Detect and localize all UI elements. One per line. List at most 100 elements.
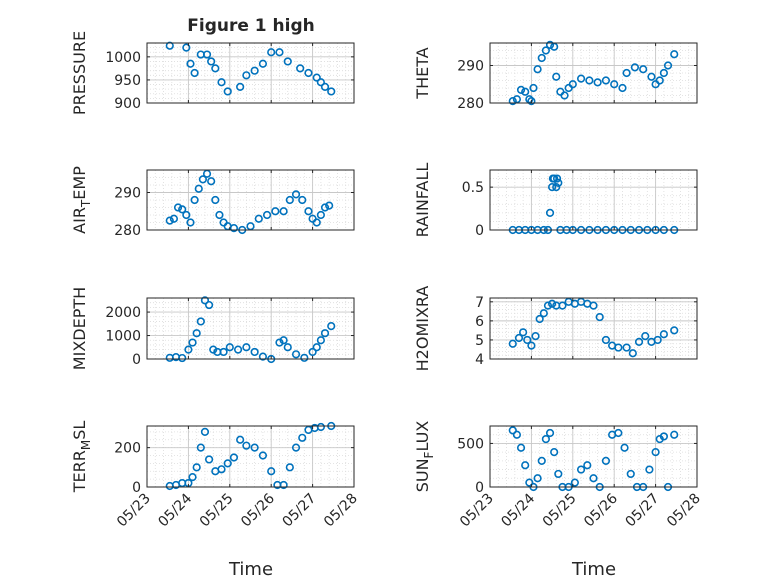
data-point [190,68,199,78]
data-point [521,461,530,470]
data-point [182,210,191,220]
data-point [508,339,517,348]
data-point [304,207,313,216]
data-point [190,195,199,205]
y-tick-label: 950 [114,73,141,89]
data-point [556,87,565,96]
y-tick-label: 200 [114,441,141,457]
data-point [250,66,259,75]
data-point [533,65,542,74]
data-point [192,463,201,472]
data-point [304,68,313,78]
data-point [217,465,226,474]
y-axis-label: MIXDEPTH [70,287,89,370]
data-point [547,183,557,192]
y-tick-label: 1000 [105,329,141,345]
data-point [630,63,640,72]
data-point [554,469,563,479]
y-axis-label: RAINFALL [413,163,432,238]
data-point [229,453,239,462]
data-point [283,343,292,352]
data-point [291,443,301,452]
panel-h2omixra: 4 5 6 7 H2OMIXRA [413,286,698,371]
data-point [622,343,631,352]
data-point [576,74,586,83]
data-point [178,205,187,214]
data-point [595,312,604,322]
data-point [223,87,232,96]
data-point [215,210,224,220]
data-point [271,207,280,216]
axes-box [146,425,355,488]
data-point [211,64,220,73]
data-point [516,85,526,94]
data-point [184,345,193,354]
data-point [614,343,623,352]
data-point [178,353,187,363]
panel-pressure: 900 950 1000 PRESSURE [70,31,355,115]
data-point [645,465,654,474]
data-point [508,97,517,106]
data-point [182,43,191,52]
data-point [325,201,334,210]
y-tick-label: 0 [475,223,484,239]
y-tick-label: 7 [475,295,484,311]
axes-box [489,297,698,360]
panel-rainfall: 0 0.5 RAINFALL [413,163,698,239]
y-tick-label: 5 [475,333,484,349]
data-point [655,76,664,85]
data-point [523,335,532,345]
y-tick-label: 280 [457,96,484,112]
data-point [207,57,216,66]
axes-box [489,425,698,488]
panel-theta: 280 290 THETA [413,40,698,112]
data-point [246,222,255,231]
data-point [514,333,524,343]
data-point [173,203,183,212]
data-point [593,78,602,87]
data-point [537,456,546,465]
data-point [663,61,673,70]
data-point [291,350,301,359]
data-point [533,474,542,483]
data-point [543,301,553,310]
data-point [508,426,517,435]
data-point [552,72,561,81]
data-point [285,463,294,472]
data-point [639,65,648,74]
data-point [620,443,629,452]
data-point [601,335,611,345]
x-tick-label: 05/23 [114,491,154,531]
data-point [312,218,321,227]
data-point [527,97,536,106]
data-point [205,300,214,310]
x-tick-label: 05/25 [197,491,237,531]
data-point [165,216,174,225]
data-point [258,59,268,68]
data-point [279,480,288,490]
data-point [205,455,214,464]
x-axis-label-right: Time [571,559,616,580]
axes-box [146,169,355,231]
data-point [236,435,245,444]
data-point [316,336,325,345]
y-tick-label: 0 [132,480,141,496]
data-point [585,76,594,85]
data-point [219,347,228,357]
data-point [554,178,563,187]
panel-sun_flux: 0 500 05/23 05/24 05/25 05/26 05/27 05/28 SUNFLU… [413,421,704,531]
data-point [628,349,637,358]
y-axis-label: TERRMSL [70,421,93,494]
data-point [653,335,662,345]
x-tick-label: 05/26 [581,490,621,530]
data-point [545,40,555,49]
axes-box [489,42,698,104]
data-point [519,328,528,337]
data-point [196,317,205,326]
data-point [610,80,619,89]
data-point [254,214,263,223]
y-tick-label: 1000 [105,50,141,66]
data-point [583,461,592,470]
data-point [537,53,546,63]
data-point [298,433,307,442]
